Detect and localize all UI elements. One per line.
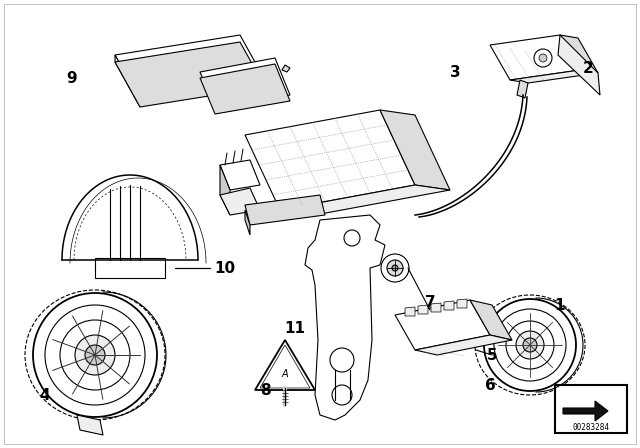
Ellipse shape (25, 290, 165, 420)
Polygon shape (245, 195, 325, 225)
Circle shape (387, 260, 403, 276)
Circle shape (506, 321, 554, 369)
Polygon shape (115, 35, 265, 100)
Polygon shape (200, 58, 290, 108)
Circle shape (85, 345, 105, 365)
Text: 5: 5 (486, 348, 497, 362)
Polygon shape (563, 401, 608, 421)
Text: 7: 7 (425, 294, 435, 310)
Text: 11: 11 (285, 320, 305, 336)
Circle shape (494, 309, 566, 381)
Polygon shape (115, 42, 265, 107)
Polygon shape (245, 110, 415, 210)
Circle shape (45, 305, 145, 405)
Polygon shape (490, 35, 580, 80)
Polygon shape (260, 345, 310, 388)
Circle shape (523, 338, 537, 352)
Polygon shape (560, 35, 598, 73)
Text: 2: 2 (582, 60, 593, 76)
Polygon shape (220, 160, 260, 190)
Polygon shape (220, 165, 230, 215)
Text: 1: 1 (555, 297, 565, 313)
Circle shape (33, 293, 157, 417)
Circle shape (332, 385, 352, 405)
Bar (555, 385, 627, 433)
Text: 3: 3 (450, 65, 460, 79)
Ellipse shape (475, 295, 585, 395)
Circle shape (516, 331, 544, 359)
Circle shape (381, 254, 409, 282)
Text: 6: 6 (484, 378, 495, 392)
Text: 00283284: 00283284 (573, 422, 609, 431)
Text: 10: 10 (214, 260, 236, 276)
Circle shape (539, 54, 547, 62)
Polygon shape (115, 55, 140, 107)
Polygon shape (276, 370, 294, 390)
Polygon shape (282, 65, 290, 72)
Polygon shape (380, 110, 450, 190)
Polygon shape (305, 215, 385, 420)
Polygon shape (558, 35, 600, 95)
Polygon shape (280, 185, 450, 215)
Text: 8: 8 (260, 383, 270, 397)
Circle shape (344, 230, 360, 246)
Polygon shape (200, 64, 290, 114)
Circle shape (60, 320, 130, 390)
Polygon shape (510, 70, 598, 83)
Polygon shape (418, 305, 428, 314)
Polygon shape (95, 258, 165, 278)
Polygon shape (470, 300, 512, 340)
Polygon shape (415, 335, 512, 355)
Circle shape (75, 335, 115, 375)
Polygon shape (405, 307, 415, 316)
Text: 4: 4 (40, 388, 51, 402)
Polygon shape (255, 340, 315, 390)
Circle shape (534, 49, 552, 67)
Polygon shape (457, 299, 467, 308)
Text: 9: 9 (67, 70, 77, 86)
Polygon shape (77, 415, 103, 435)
Polygon shape (517, 80, 528, 98)
Circle shape (330, 348, 354, 372)
Polygon shape (444, 301, 454, 310)
Text: A: A (282, 369, 288, 379)
Circle shape (392, 265, 398, 271)
Polygon shape (395, 300, 490, 350)
Polygon shape (431, 303, 441, 312)
Circle shape (484, 299, 576, 391)
Polygon shape (220, 188, 260, 215)
Polygon shape (245, 210, 250, 235)
